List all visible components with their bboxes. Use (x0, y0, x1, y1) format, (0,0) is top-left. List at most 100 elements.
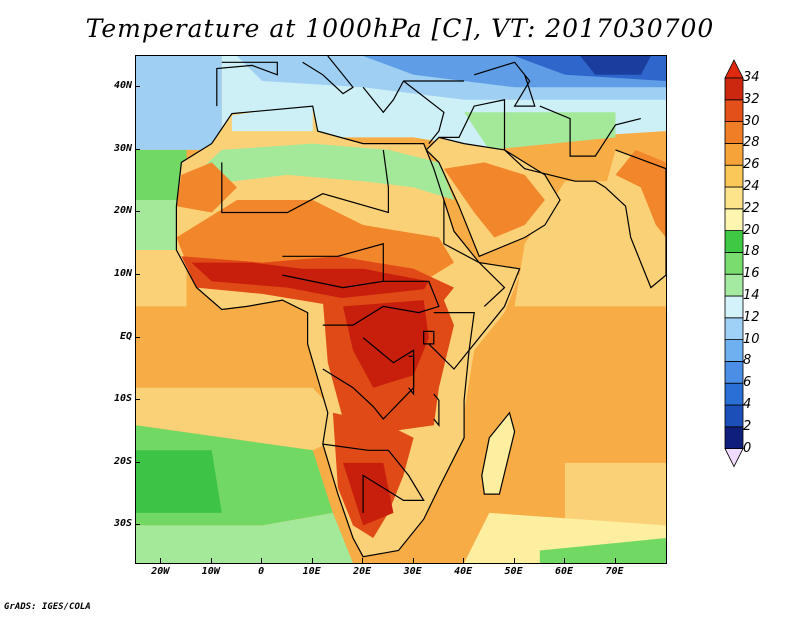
lat-tick (135, 211, 140, 213)
central-asia-navy (580, 56, 651, 75)
colorbar-segment (724, 360, 744, 384)
south-atlantic-mild (136, 387, 353, 451)
africa-coastline (175, 105, 521, 558)
arabia-warm (443, 162, 545, 238)
colorbar-segment (724, 382, 744, 406)
lon-tick-label: 10W (201, 566, 220, 577)
lon-tick (412, 558, 414, 563)
congo-borders (322, 337, 415, 420)
lon-tick-label: 50E (504, 566, 523, 577)
lat-tick-label: 20N (113, 205, 132, 217)
lat-tick-label: EQ (119, 330, 132, 342)
colorbar (724, 59, 744, 468)
colorbar-tick-label: 34 (743, 70, 760, 85)
lat-tick (135, 86, 140, 88)
canary-green (136, 200, 187, 250)
east-borders (428, 312, 475, 370)
lon-tick-label: 10E (302, 566, 321, 577)
lat-tick-label: 20S (113, 455, 132, 467)
colorbar-tick-label: 14 (743, 288, 760, 303)
lon-tick (210, 558, 212, 563)
colorbar-segment (724, 230, 744, 253)
lon-tick-label: 20W (151, 566, 170, 577)
levant-coastline (403, 80, 445, 144)
colorbar-tick-label: 20 (743, 222, 760, 238)
grads-credit: GrADS: IGES/COLA (4, 602, 91, 612)
central-borders (322, 280, 440, 326)
india-warm (615, 149, 666, 238)
colorbar-segment (724, 317, 744, 340)
colorbar-segment (724, 404, 744, 428)
colorbar-tick-label: 18 (743, 244, 760, 260)
colorbar-tick-label: 2 (743, 418, 752, 434)
south-indian-mild (565, 462, 666, 526)
lat-tick-label: 40N (113, 80, 132, 92)
plot-title: Temperature at 1000hPa [C], VT: 20170307… (85, 14, 715, 43)
coastlines (175, 56, 666, 558)
colorbar-tick-label: 6 (743, 375, 752, 391)
madagascar-coastline (481, 411, 516, 495)
colorbar-tick-label: 26 (743, 157, 760, 173)
india-coastline (604, 149, 666, 289)
middle-east-green (464, 112, 616, 150)
colorbar-tick-label: 10 (743, 331, 760, 347)
lon-tick (564, 558, 566, 563)
colorbar-segment (724, 251, 744, 275)
lon-tick (362, 558, 364, 563)
colorbar-segment (724, 186, 744, 210)
arabia-coastline (425, 136, 561, 258)
lat-tick (135, 336, 140, 338)
atlantic-green (136, 149, 187, 200)
lon-tick-label: 0 (258, 566, 265, 577)
colorbar-segment (724, 164, 744, 188)
colorbar-tick-label: 24 (743, 179, 760, 194)
lat-tick (135, 461, 140, 463)
lon-tick (311, 558, 313, 563)
lon-tick-label: 70E (605, 566, 624, 577)
colorbar-top-arrow (724, 59, 744, 79)
south-indian-green (539, 538, 666, 563)
lon-tick (513, 558, 515, 563)
madagascar-light (481, 412, 515, 495)
colorbar-segment (724, 121, 744, 144)
colorbar-segment (724, 143, 744, 166)
lake-malawi (433, 393, 440, 427)
map-panel (135, 55, 667, 564)
congo-hot-dark (343, 300, 429, 388)
east-africa-coast (454, 275, 520, 413)
lat-tick (135, 399, 140, 401)
colorbar-tick-label: 0 (743, 440, 752, 456)
colorbar-segment (724, 208, 744, 232)
aegean-coastline (362, 80, 465, 114)
iran-coastline (504, 149, 606, 188)
colorbar-segment (724, 426, 744, 449)
lat-tick (135, 148, 140, 150)
caspian-coastline (474, 61, 536, 107)
kalahari-hot-dark (343, 462, 394, 526)
middle-east-borders (438, 99, 506, 150)
south-atlantic-light (136, 512, 353, 563)
lon-tick (463, 558, 465, 563)
maghreb-cool (231, 106, 313, 132)
colorbar-tick-label: 16 (743, 266, 760, 282)
north-atlantic-sky (136, 56, 222, 150)
colorbar-tick-label: 22 (743, 200, 760, 216)
colorbar-segment (724, 99, 744, 122)
lon-tick (160, 558, 162, 563)
iberia-coastline (216, 61, 278, 107)
lon-tick-label: 20E (353, 566, 372, 577)
sahara-borders (221, 149, 389, 214)
lon-tick-label: 30E (403, 566, 422, 577)
sahel-borders (282, 243, 384, 289)
colorbar-tick-label: 32 (743, 91, 760, 107)
horn-borders (443, 200, 506, 307)
lat-tick-label: 30S (113, 518, 132, 530)
east-atlantic-mild (136, 250, 187, 307)
south-asia-borders (539, 105, 641, 157)
lon-tick (261, 558, 263, 563)
lon-tick-label: 40E (454, 566, 473, 577)
colorbar-bottom-arrow (724, 448, 744, 468)
colorbar-tick-label: 28 (743, 135, 760, 151)
lon-tick-label: 60E (555, 566, 574, 577)
colorbar-tick-label: 4 (743, 397, 752, 412)
